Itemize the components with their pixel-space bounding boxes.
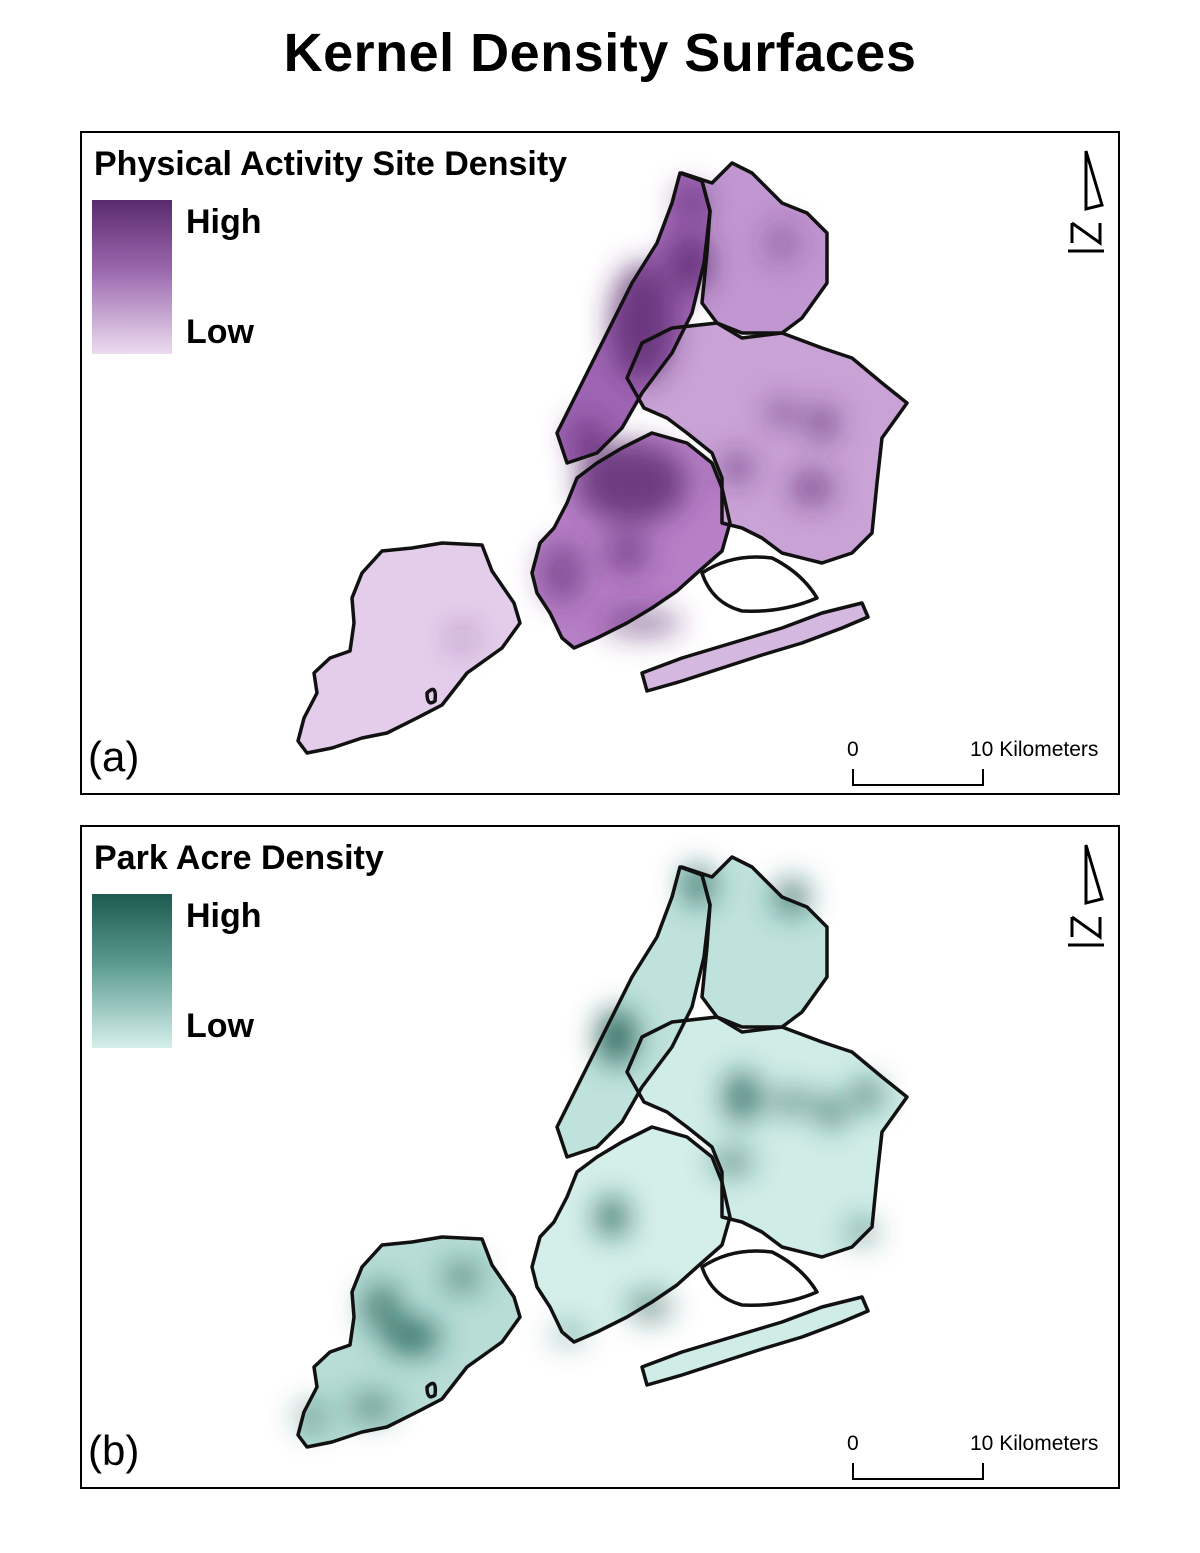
map-panel-physical-activity: Physical Activity Site Density High Low … (80, 131, 1120, 795)
legend-title: Physical Activity Site Density (94, 145, 568, 183)
brooklyn-shape (532, 1127, 730, 1342)
panel-label: (a) (88, 733, 140, 780)
scale-end-label: 10 Kilometers (970, 1432, 1099, 1455)
density-hotspots-b (296, 865, 881, 1431)
scale-start-label: 0 (847, 1432, 859, 1455)
scale-bar (852, 769, 984, 786)
legend-low-label: Low (186, 1007, 254, 1045)
legend-high-label: High (186, 897, 262, 935)
legend-title: Park Acre Density (94, 839, 384, 877)
legend-high-label: High (186, 203, 262, 241)
map-panel-park-acre: Park Acre Density High Low (b) 0 10 Kilo… (80, 825, 1120, 1489)
borough-outlines-a (296, 161, 909, 755)
scale-bar (852, 1463, 984, 1480)
bronx-shape (682, 857, 827, 1027)
scale-start-label: 0 (847, 738, 859, 761)
scale-end-label: 10 Kilometers (970, 738, 1099, 761)
rockaway-shape (642, 603, 868, 691)
panel-label: (b) (88, 1427, 140, 1474)
manhattan-shape (557, 867, 710, 1157)
legend-low-label: Low (186, 313, 254, 351)
legend-color-ramp (92, 894, 172, 1048)
density-map-b (296, 855, 909, 1449)
bronx-shape (682, 163, 827, 333)
queens-shape (627, 323, 907, 563)
queens-shape (627, 1017, 907, 1257)
north-arrow-icon (1068, 844, 1104, 947)
density-map-a (296, 161, 909, 755)
north-arrow-icon (1068, 150, 1104, 253)
borough-outlines-b (296, 855, 909, 1449)
page-title: Kernel Density Surfaces (283, 23, 917, 83)
density-hotspots-a (450, 187, 838, 650)
legend-color-ramp (92, 200, 172, 354)
rockaway-shape (642, 1297, 868, 1385)
